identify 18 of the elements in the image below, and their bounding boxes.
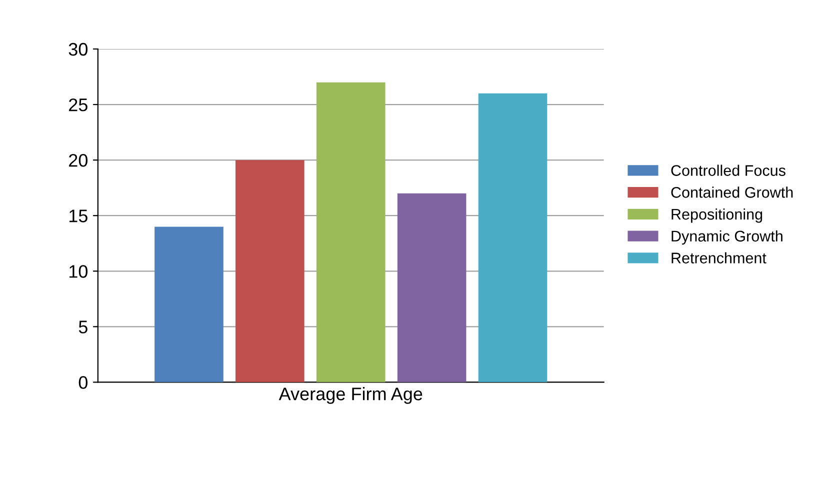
- x-tick-label: Average Firm Age: [278, 387, 422, 404]
- y-tick-label: 10: [69, 265, 88, 278]
- bar: [316, 82, 386, 382]
- y-tick-label: 20: [69, 154, 88, 167]
- legend-label: Controlled Focus: [671, 164, 786, 176]
- y-tick-label: 5: [78, 320, 88, 334]
- legend-label: Repositioning: [672, 208, 762, 223]
- y-tick-label: 25: [69, 98, 88, 112]
- bar: [478, 93, 548, 382]
- bar: [397, 193, 466, 382]
- legend-label: Contained Growth: [671, 186, 793, 198]
- legend-label: Dynamic Growth: [672, 230, 782, 245]
- bar: [154, 226, 224, 382]
- bar: [236, 160, 304, 382]
- y-tick-label: 30: [68, 42, 88, 56]
- y-tick-label: 15: [69, 210, 88, 222]
- legend-label: Retrenchment: [672, 252, 766, 264]
- y-tick-label: 0: [78, 376, 88, 389]
